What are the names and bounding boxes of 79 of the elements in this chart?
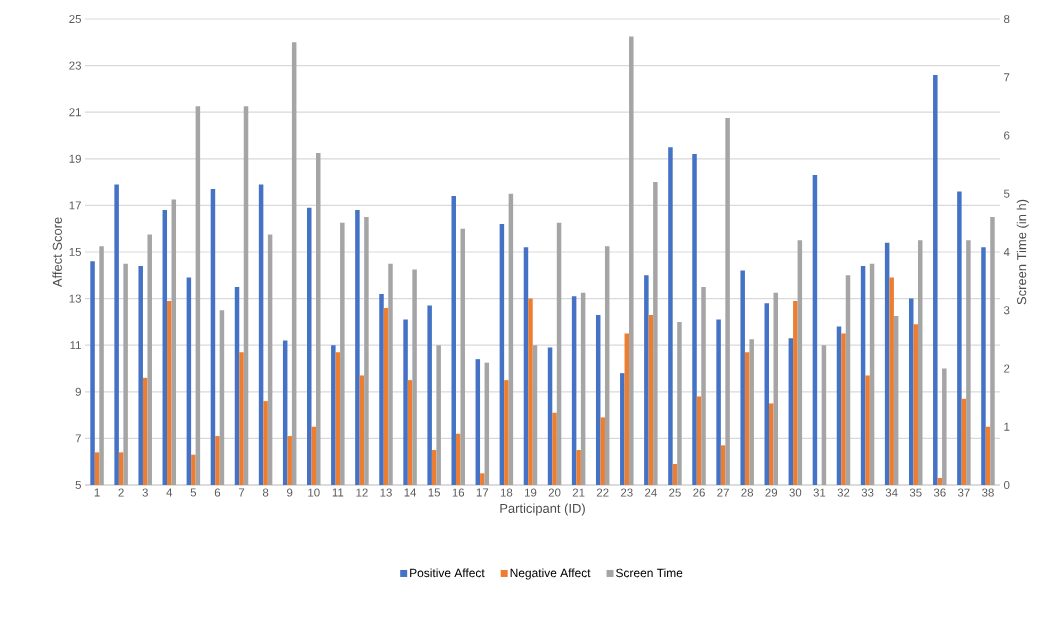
x-tick-label: 27 (717, 488, 729, 497)
y-tick-label: 17 (69, 201, 81, 210)
x-tick-label: 12 (356, 488, 368, 497)
legend-label: Positive Affect (410, 568, 485, 578)
bar (123, 263, 128, 485)
x-tick-label: 4 (166, 488, 173, 497)
y2-tick-label: 2 (1004, 364, 1010, 373)
y2-tick-label: 5 (1003, 189, 1010, 198)
bar (364, 217, 369, 485)
x-tick-label: 13 (380, 488, 392, 497)
legend-label: Screen Time (616, 568, 683, 578)
x-tick-label: 6 (214, 488, 221, 497)
y-tick-label: 13 (69, 294, 81, 303)
bar (460, 228, 465, 485)
x-tick-label: 16 (452, 488, 465, 497)
x-tick-label: 31 (813, 488, 826, 497)
y-tick-label: 25 (69, 14, 82, 24)
y2-tick-label: 6 (1004, 131, 1010, 140)
bar (99, 246, 104, 485)
x-tick-label: 36 (933, 488, 946, 497)
y2-axis-title: Screen Time (in h) (1016, 199, 1029, 305)
x-tick-label: 28 (741, 488, 754, 497)
x-tick-label: 38 (982, 488, 994, 497)
y-tick-label: 9 (75, 387, 81, 396)
x-tick-label: 7 (238, 488, 245, 497)
y-tick-label: 11 (70, 341, 81, 350)
bar (316, 152, 321, 485)
x-tick-label: 23 (620, 488, 633, 497)
x-tick-label: 11 (332, 488, 344, 497)
x-tick-label: 24 (645, 488, 657, 497)
x-tick-label: 19 (524, 488, 537, 497)
y2-tick-label: 4 (1003, 248, 1010, 256)
x-tick-label: 14 (404, 488, 417, 497)
x-tick-label: 2 (118, 488, 124, 497)
x-tick-label: 1 (94, 488, 100, 497)
x-tick-label: 22 (596, 488, 609, 497)
x-tick-label: 17 (476, 488, 489, 497)
bar (725, 118, 730, 485)
x-tick-label: 34 (885, 488, 898, 497)
bar (147, 234, 152, 485)
x-tick-label: 8 (262, 488, 269, 497)
x-tick-label: 29 (765, 488, 778, 497)
x-tick-label: 15 (428, 488, 441, 497)
y-tick-label: 19 (69, 154, 81, 163)
x-tick-label: 26 (693, 488, 705, 497)
x-tick-label: 18 (500, 488, 513, 497)
x-tick-label: 35 (909, 488, 922, 497)
legend-label: Negative Affect (510, 568, 591, 580)
x-tick-label: 33 (861, 488, 874, 497)
x-tick-label: 10 (308, 488, 320, 497)
bar (701, 286, 706, 485)
x-tick-label: 9 (287, 488, 293, 497)
bar (629, 36, 634, 485)
bar (966, 240, 971, 485)
x-tick-label: 25 (669, 488, 681, 497)
bar (412, 269, 417, 485)
y2-tick-label: 0 (1003, 480, 1010, 490)
y-axis-title: Affect Score (52, 217, 62, 288)
x-tick-label: 21 (572, 488, 585, 497)
x-axis-title: Participant (ID) (500, 503, 585, 516)
y-tick-label: 7 (75, 434, 81, 443)
bar (677, 321, 682, 485)
x-tick-label: 37 (957, 488, 970, 497)
y2-tick-label: 8 (1004, 14, 1010, 24)
y-tick-label: 5 (75, 480, 82, 489)
x-tick-label: 30 (789, 488, 802, 497)
bar (436, 345, 441, 485)
y2-tick-label: 3 (1003, 306, 1010, 315)
y-tick-label: 21 (69, 108, 81, 117)
y-tick-label: 15 (69, 247, 82, 256)
y-tick-label: 23 (69, 61, 81, 70)
x-tick-label: 5 (190, 488, 197, 497)
y2-tick-label: 1 (1004, 422, 1010, 431)
bar (942, 368, 947, 485)
x-tick-label: 20 (548, 488, 561, 497)
x-tick-label: 3 (142, 488, 148, 497)
bar (990, 217, 995, 485)
x-tick-label: 32 (837, 488, 850, 497)
y2-tick-label: 7 (1004, 73, 1010, 82)
